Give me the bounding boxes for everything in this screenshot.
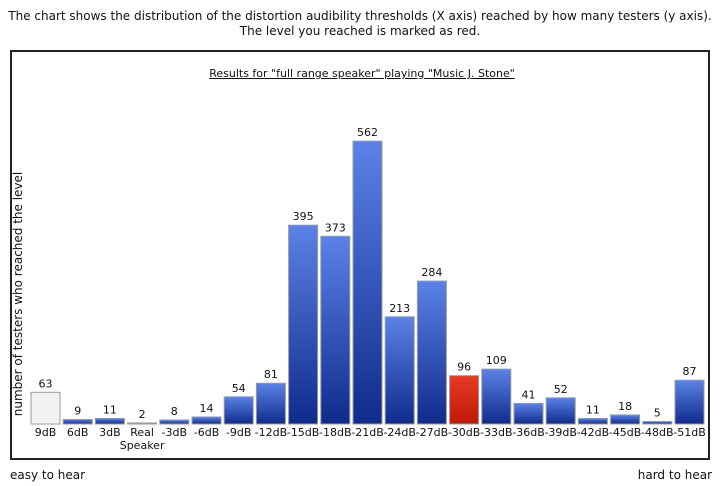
value-label: 54	[232, 382, 246, 395]
category-label: -30dB	[448, 426, 481, 439]
bar--24db	[384, 316, 415, 425]
bar--6db	[191, 416, 222, 425]
value-label: 9	[74, 404, 81, 417]
bar--3db	[159, 419, 190, 425]
category-label: -39dB	[544, 426, 577, 439]
bar--36db	[513, 402, 544, 425]
category-label: -42dB	[577, 426, 610, 439]
category-label: 6dB	[67, 426, 89, 439]
category-label: 3dB	[99, 426, 121, 439]
category-label: 9dB	[35, 426, 57, 439]
category-label: -48dB	[641, 426, 674, 439]
category-label: -24dB	[383, 426, 416, 439]
value-label: 63	[39, 377, 53, 390]
bar--33db	[481, 368, 512, 425]
intro-line-2: The level you reached is marked as red.	[239, 24, 481, 38]
value-label: 52	[554, 383, 568, 396]
value-label: 96	[457, 361, 471, 374]
bar--15db	[288, 224, 319, 425]
value-label: 5	[654, 406, 661, 419]
y-axis-label: number of testers who reached the level	[12, 172, 25, 417]
bar--48db	[642, 420, 673, 425]
value-label: 213	[389, 302, 410, 315]
bar--9db	[223, 396, 254, 425]
category-label: -33dB	[480, 426, 513, 439]
category-label: Real	[130, 426, 154, 439]
value-label: 395	[293, 210, 314, 223]
value-label: 11	[586, 403, 600, 416]
bar--12db	[255, 382, 286, 425]
value-label: 87	[683, 365, 697, 378]
value-label: 2	[139, 408, 146, 421]
bar-6db	[62, 418, 93, 425]
bar--30db	[449, 375, 480, 425]
category-label: -12dB	[255, 426, 288, 439]
value-label: 81	[264, 368, 278, 381]
bar--18db	[320, 235, 351, 425]
hard-to-hear-label: hard to hear	[637, 468, 712, 482]
category-label: -51dB	[673, 426, 706, 439]
bar--45db	[610, 414, 641, 425]
bar--51db	[674, 379, 705, 425]
category-label: -15dB	[287, 426, 320, 439]
bar-3db	[94, 417, 125, 425]
value-label: 18	[618, 400, 632, 413]
category-label: -36dB	[512, 426, 545, 439]
value-label: 11	[103, 403, 117, 416]
bar-real-speaker	[127, 422, 158, 425]
value-label: 109	[486, 354, 507, 367]
easy-to-hear-label: easy to hear	[10, 468, 86, 482]
category-label: -18dB	[319, 426, 352, 439]
value-label: 562	[357, 126, 378, 139]
category-label: -9dB	[226, 426, 252, 439]
category-label: -3dB	[162, 426, 188, 439]
bar--39db	[545, 397, 576, 425]
category-label: Speaker	[120, 439, 165, 452]
bar-9db	[30, 391, 61, 425]
chart-frame: Results for "full range speaker" playing…	[10, 50, 710, 460]
intro-line-1: The chart shows the distribution of the …	[8, 9, 712, 23]
category-label: -45dB	[609, 426, 642, 439]
bar--27db	[416, 280, 447, 425]
category-label: -21dB	[351, 426, 384, 439]
bar--21db	[352, 140, 383, 425]
value-label: 8	[171, 405, 178, 418]
intro-text: The chart shows the distribution of the …	[0, 9, 720, 39]
category-label: -27dB	[416, 426, 449, 439]
bar--42db	[577, 417, 608, 425]
chart-title: Results for "full range speaker" playing…	[209, 67, 515, 80]
category-label: -6dB	[194, 426, 220, 439]
value-label: 373	[325, 221, 346, 234]
value-label: 14	[200, 402, 214, 415]
value-label: 284	[421, 266, 442, 279]
value-label: 41	[522, 388, 536, 401]
